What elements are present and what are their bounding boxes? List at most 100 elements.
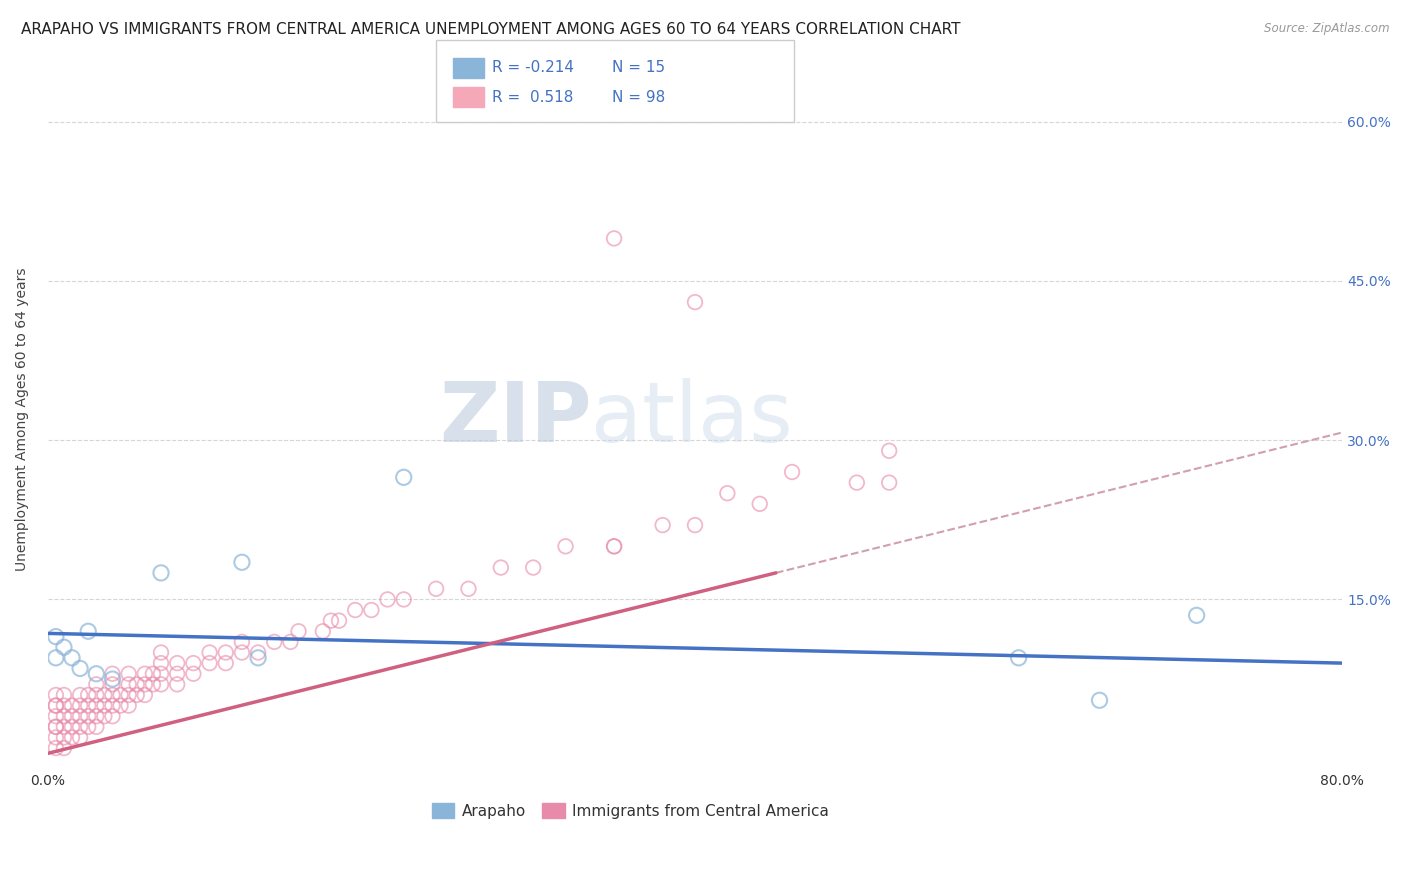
Point bbox=[69, 731, 91, 745]
Text: ARAPAHO VS IMMIGRANTS FROM CENTRAL AMERICA UNEMPLOYMENT AMONG AGES 60 TO 64 YEAR: ARAPAHO VS IMMIGRANTS FROM CENTRAL AMERI… bbox=[21, 22, 960, 37]
Point bbox=[134, 666, 156, 681]
Point bbox=[110, 698, 132, 713]
Point bbox=[45, 709, 67, 723]
Point bbox=[877, 475, 900, 490]
Point bbox=[84, 688, 107, 702]
Point bbox=[84, 666, 107, 681]
Point bbox=[554, 539, 576, 553]
Point bbox=[150, 656, 173, 670]
Point bbox=[247, 650, 270, 665]
Point bbox=[166, 666, 188, 681]
Point bbox=[101, 688, 124, 702]
Point bbox=[142, 677, 165, 691]
Point bbox=[748, 497, 770, 511]
Point bbox=[287, 624, 309, 639]
Point bbox=[60, 650, 83, 665]
Point bbox=[118, 698, 141, 713]
Point bbox=[45, 650, 67, 665]
Point bbox=[69, 688, 91, 702]
Text: atlas: atlas bbox=[592, 378, 793, 459]
Point bbox=[45, 630, 67, 644]
Point bbox=[651, 518, 673, 533]
Point bbox=[52, 741, 75, 756]
Point bbox=[603, 231, 626, 245]
Point bbox=[45, 698, 67, 713]
Point bbox=[110, 688, 132, 702]
Point bbox=[45, 698, 67, 713]
Point bbox=[125, 677, 148, 691]
Text: N = 98: N = 98 bbox=[612, 90, 665, 104]
Point bbox=[52, 731, 75, 745]
Point bbox=[52, 720, 75, 734]
Point bbox=[52, 640, 75, 655]
Point bbox=[328, 614, 350, 628]
Point bbox=[69, 720, 91, 734]
Point bbox=[69, 698, 91, 713]
Point bbox=[150, 566, 173, 580]
Point bbox=[93, 688, 115, 702]
Point bbox=[60, 720, 83, 734]
Point bbox=[69, 709, 91, 723]
Point bbox=[134, 688, 156, 702]
Text: Source: ZipAtlas.com: Source: ZipAtlas.com bbox=[1264, 22, 1389, 36]
Point bbox=[60, 731, 83, 745]
Point bbox=[101, 672, 124, 686]
Point bbox=[52, 698, 75, 713]
Point bbox=[198, 656, 221, 670]
Point bbox=[45, 741, 67, 756]
Point bbox=[319, 614, 342, 628]
Point bbox=[877, 443, 900, 458]
Point bbox=[683, 295, 706, 310]
Point bbox=[52, 688, 75, 702]
Point bbox=[69, 661, 91, 675]
Point bbox=[84, 709, 107, 723]
Text: R =  0.518: R = 0.518 bbox=[492, 90, 574, 104]
Point bbox=[215, 656, 238, 670]
Point bbox=[150, 666, 173, 681]
Point bbox=[392, 592, 415, 607]
Text: N = 15: N = 15 bbox=[612, 61, 665, 75]
Point bbox=[77, 624, 100, 639]
Point bbox=[231, 555, 253, 569]
Point bbox=[1185, 608, 1208, 623]
Point bbox=[522, 560, 544, 574]
Point bbox=[60, 698, 83, 713]
Point bbox=[101, 709, 124, 723]
Point bbox=[344, 603, 367, 617]
Point bbox=[77, 688, 100, 702]
Point bbox=[263, 635, 285, 649]
Point bbox=[312, 624, 335, 639]
Point bbox=[84, 720, 107, 734]
Point bbox=[101, 666, 124, 681]
Point bbox=[150, 677, 173, 691]
Point bbox=[489, 560, 512, 574]
Point bbox=[142, 666, 165, 681]
Point bbox=[247, 646, 270, 660]
Point bbox=[118, 677, 141, 691]
Point bbox=[716, 486, 738, 500]
Point bbox=[77, 709, 100, 723]
Point bbox=[77, 698, 100, 713]
Point bbox=[603, 539, 626, 553]
Point bbox=[45, 720, 67, 734]
Point bbox=[603, 539, 626, 553]
Point bbox=[93, 709, 115, 723]
Point bbox=[45, 688, 67, 702]
Point bbox=[77, 720, 100, 734]
Point bbox=[845, 475, 868, 490]
Point bbox=[683, 518, 706, 533]
Point bbox=[280, 635, 302, 649]
Point bbox=[392, 470, 415, 484]
Point bbox=[166, 656, 188, 670]
Point bbox=[84, 698, 107, 713]
Point bbox=[780, 465, 803, 479]
Legend: Arapaho, Immigrants from Central America: Arapaho, Immigrants from Central America bbox=[426, 797, 835, 825]
Point bbox=[1088, 693, 1111, 707]
Point bbox=[360, 603, 382, 617]
Point bbox=[101, 677, 124, 691]
Text: R = -0.214: R = -0.214 bbox=[492, 61, 574, 75]
Point bbox=[93, 698, 115, 713]
Point bbox=[215, 646, 238, 660]
Point bbox=[84, 677, 107, 691]
Point bbox=[52, 709, 75, 723]
